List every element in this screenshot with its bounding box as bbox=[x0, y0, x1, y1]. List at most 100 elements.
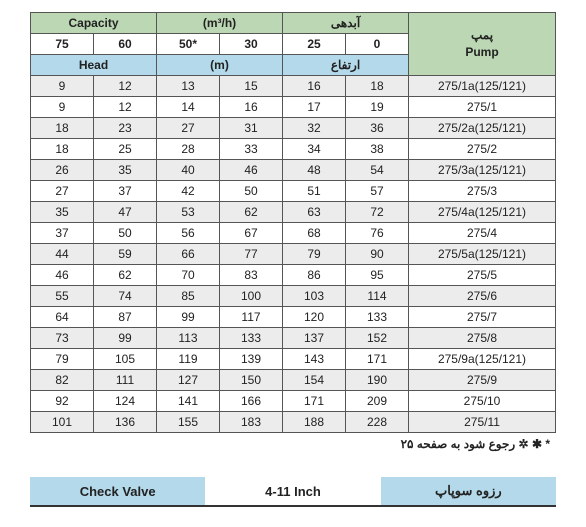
data-cell: 127 bbox=[157, 370, 220, 391]
capacity-unit: (m³/h) bbox=[157, 13, 283, 34]
table-row: 557485100103114275/6 bbox=[31, 286, 556, 307]
cap-val-4: 25 bbox=[283, 34, 346, 55]
data-cell: 188 bbox=[283, 412, 346, 433]
data-cell: 133 bbox=[346, 307, 409, 328]
pump-model-cell: 275/9 bbox=[409, 370, 556, 391]
data-cell: 18 bbox=[31, 139, 94, 160]
data-cell: 50 bbox=[220, 181, 283, 202]
data-cell: 36 bbox=[346, 118, 409, 139]
data-cell: 117 bbox=[220, 307, 283, 328]
pump-label-en: Pump bbox=[413, 44, 551, 61]
data-cell: 40 bbox=[157, 160, 220, 181]
data-cell: 18 bbox=[346, 76, 409, 97]
data-cell: 26 bbox=[31, 160, 94, 181]
pump-model-cell: 275/3a(125/121) bbox=[409, 160, 556, 181]
data-cell: 124 bbox=[94, 391, 157, 412]
data-cell: 83 bbox=[220, 265, 283, 286]
data-cell: 35 bbox=[94, 160, 157, 181]
data-cell: 23 bbox=[94, 118, 157, 139]
data-cell: 152 bbox=[346, 328, 409, 349]
table-row: 273742505157275/3 bbox=[31, 181, 556, 202]
pump-model-cell: 275/2 bbox=[409, 139, 556, 160]
table-row: 445966777990275/5a(125/121) bbox=[31, 244, 556, 265]
data-cell: 28 bbox=[157, 139, 220, 160]
data-cell: 42 bbox=[157, 181, 220, 202]
table-row: 375056676876275/4 bbox=[31, 223, 556, 244]
pump-model-cell: 275/3 bbox=[409, 181, 556, 202]
data-cell: 150 bbox=[220, 370, 283, 391]
data-cell: 51 bbox=[283, 181, 346, 202]
data-cell: 44 bbox=[31, 244, 94, 265]
table-row: 182528333438275/2 bbox=[31, 139, 556, 160]
data-cell: 85 bbox=[157, 286, 220, 307]
pump-label-fa: پمپ bbox=[413, 27, 551, 44]
data-cell: 143 bbox=[283, 349, 346, 370]
data-cell: 111 bbox=[94, 370, 157, 391]
data-cell: 95 bbox=[346, 265, 409, 286]
data-cell: 103 bbox=[283, 286, 346, 307]
cap-val-1: 60 bbox=[94, 34, 157, 55]
data-cell: 190 bbox=[346, 370, 409, 391]
data-cell: 47 bbox=[94, 202, 157, 223]
table-row: 92124141166171209275/10 bbox=[31, 391, 556, 412]
table-row: 91213151618275/1a(125/121) bbox=[31, 76, 556, 97]
data-cell: 136 bbox=[94, 412, 157, 433]
table-row: 263540464854275/3a(125/121) bbox=[31, 160, 556, 181]
capacity-label-en: Capacity bbox=[31, 13, 157, 34]
table-row: 79105119139143171275/9a(125/121) bbox=[31, 349, 556, 370]
pump-model-cell: 275/9a(125/121) bbox=[409, 349, 556, 370]
data-cell: 72 bbox=[346, 202, 409, 223]
check-valve-fa: رزوه سوپاپ bbox=[381, 477, 556, 506]
cap-val-5: 0 bbox=[346, 34, 409, 55]
table-row: 354753626372275/4a(125/121) bbox=[31, 202, 556, 223]
data-cell: 155 bbox=[157, 412, 220, 433]
data-cell: 68 bbox=[283, 223, 346, 244]
data-cell: 37 bbox=[94, 181, 157, 202]
data-cell: 73 bbox=[31, 328, 94, 349]
data-cell: 62 bbox=[94, 265, 157, 286]
data-cell: 27 bbox=[31, 181, 94, 202]
data-cell: 12 bbox=[94, 97, 157, 118]
data-cell: 37 bbox=[31, 223, 94, 244]
data-cell: 74 bbox=[94, 286, 157, 307]
data-cell: 82 bbox=[31, 370, 94, 391]
pump-model-cell: 275/4a(125/121) bbox=[409, 202, 556, 223]
check-valve-row: Check Valve 4-11 Inch رزوه سوپاپ bbox=[30, 477, 556, 506]
table-row: 82111127150154190275/9 bbox=[31, 370, 556, 391]
data-cell: 133 bbox=[220, 328, 283, 349]
table-row: 182327313236275/2a(125/121) bbox=[31, 118, 556, 139]
data-cell: 16 bbox=[283, 76, 346, 97]
data-cell: 38 bbox=[346, 139, 409, 160]
data-cell: 16 bbox=[220, 97, 283, 118]
cap-val-3: 30 bbox=[220, 34, 283, 55]
cap-val-0: 75 bbox=[31, 34, 94, 55]
data-cell: 77 bbox=[220, 244, 283, 265]
data-cell: 76 bbox=[346, 223, 409, 244]
data-cell: 166 bbox=[220, 391, 283, 412]
data-cell: 12 bbox=[94, 76, 157, 97]
pump-model-cell: 275/2a(125/121) bbox=[409, 118, 556, 139]
data-cell: 48 bbox=[283, 160, 346, 181]
data-cell: 79 bbox=[31, 349, 94, 370]
pump-model-cell: 275/10 bbox=[409, 391, 556, 412]
data-cell: 66 bbox=[157, 244, 220, 265]
data-cell: 87 bbox=[94, 307, 157, 328]
data-cell: 64 bbox=[31, 307, 94, 328]
data-cell: 63 bbox=[283, 202, 346, 223]
data-cell: 46 bbox=[220, 160, 283, 181]
pump-spec-table: Capacity (m³/h) آبدهی پمپ Pump 75 60 50*… bbox=[30, 12, 556, 433]
pump-model-cell: 275/8 bbox=[409, 328, 556, 349]
cap-val-2: 50* bbox=[157, 34, 220, 55]
pump-model-cell: 275/5 bbox=[409, 265, 556, 286]
data-cell: 154 bbox=[283, 370, 346, 391]
table-row: 466270838695275/5 bbox=[31, 265, 556, 286]
data-cell: 100 bbox=[220, 286, 283, 307]
data-cell: 183 bbox=[220, 412, 283, 433]
data-cell: 14 bbox=[157, 97, 220, 118]
pump-model-cell: 275/1a(125/121) bbox=[409, 76, 556, 97]
pump-model-cell: 275/11 bbox=[409, 412, 556, 433]
pump-model-cell: 275/5a(125/121) bbox=[409, 244, 556, 265]
data-cell: 27 bbox=[157, 118, 220, 139]
head-label-en: Head bbox=[31, 55, 157, 76]
pump-model-cell: 275/1 bbox=[409, 97, 556, 118]
